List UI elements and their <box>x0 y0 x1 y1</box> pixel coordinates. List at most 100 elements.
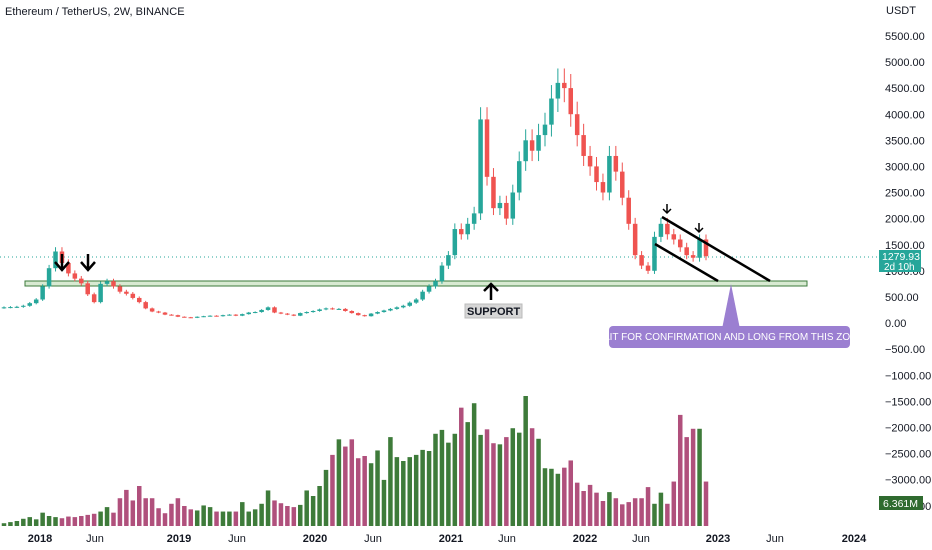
candle-body <box>394 307 400 309</box>
volume-bar <box>233 511 239 526</box>
volume-bar <box>555 473 561 526</box>
candle-body <box>652 236 657 271</box>
candle-body <box>149 308 155 312</box>
price-tick-label: −500.00 <box>885 344 925 356</box>
candle-body <box>33 299 39 304</box>
price-tick-label: −2500.00 <box>885 449 931 461</box>
candle-body <box>227 314 232 316</box>
price-axis-pane[interactable] <box>877 0 932 550</box>
candle-body <box>117 286 123 292</box>
volume-bar <box>220 511 226 526</box>
candle-body <box>607 155 612 193</box>
candle-body <box>613 155 619 172</box>
candle-body <box>285 313 290 315</box>
channel-lower-line <box>654 242 719 283</box>
volume-bar <box>104 507 110 526</box>
callout-pointer <box>722 284 740 329</box>
candle-body <box>53 251 58 269</box>
volume-bar <box>304 490 309 526</box>
candle-body <box>85 283 90 295</box>
candle-body <box>291 314 297 316</box>
volume-bar <box>426 451 432 526</box>
volume-bar <box>240 502 245 526</box>
candle-body <box>40 286 45 300</box>
candle-body <box>272 307 277 313</box>
volume-bar <box>85 514 90 526</box>
volume-bar <box>497 444 503 526</box>
volume-bar <box>201 505 206 526</box>
volume-bar <box>343 446 348 526</box>
candle-body <box>542 124 548 136</box>
candle-body <box>491 176 496 209</box>
volume-bar <box>143 498 148 526</box>
volume-bar <box>362 456 367 526</box>
volume-bar <box>124 489 129 526</box>
candle-body <box>562 82 567 89</box>
candle-body <box>568 88 574 115</box>
volume-bar <box>452 433 458 526</box>
candle-body <box>574 114 580 136</box>
candle-body <box>555 82 561 99</box>
price-tick-label: 4500.00 <box>885 83 925 95</box>
candle-body <box>252 312 258 314</box>
candle-body <box>220 315 226 317</box>
volume-bar <box>471 403 477 526</box>
candle-body <box>136 297 142 303</box>
volume-bar <box>690 428 696 526</box>
volume-bars <box>1 396 709 526</box>
candle-body <box>278 312 284 314</box>
price-tick-label: −2000.00 <box>885 423 931 435</box>
candle-body <box>433 281 438 287</box>
volume-bar <box>600 501 606 526</box>
candle-body <box>298 313 303 316</box>
candle-body <box>375 312 380 314</box>
volume-bar <box>510 428 516 526</box>
volume-bar <box>439 429 445 526</box>
volume-bar <box>355 458 361 526</box>
volume-bar <box>175 498 181 526</box>
candle-body <box>632 223 638 256</box>
volume-bar <box>53 517 58 526</box>
volume-bar <box>568 460 574 526</box>
volume-bar <box>388 437 393 526</box>
volume-bar <box>368 463 374 526</box>
candle-body <box>594 166 599 183</box>
candle-body <box>323 308 329 310</box>
candle-body <box>265 307 271 310</box>
volume-bar <box>14 521 20 526</box>
volume-bar <box>420 449 425 526</box>
volume-bar <box>574 482 580 526</box>
candle-body <box>620 171 625 198</box>
candle-body <box>343 308 348 311</box>
volume-bar <box>21 518 26 526</box>
volume-bar <box>182 506 187 526</box>
volume-bar <box>336 439 342 526</box>
time-axis[interactable]: 2018 Jun 2019 Jun 2020 Jun 2021 Jun 2022 Jun 2023 J… <box>28 533 867 545</box>
candle-body <box>684 247 689 256</box>
volume-bar <box>587 484 593 526</box>
volume-bar <box>207 507 213 526</box>
volume-bar <box>169 503 174 526</box>
volume-bar <box>375 450 380 526</box>
chart-pane[interactable] <box>0 0 877 526</box>
candle-body <box>677 239 683 248</box>
candle-body <box>240 314 245 316</box>
volume-bar <box>549 468 554 526</box>
chart-title: Ethereum / TetherUS, 2W, BINANCE <box>5 6 185 18</box>
price-tick-label: 3500.00 <box>885 135 925 147</box>
candle-body <box>510 192 516 219</box>
arrow-down-icon <box>80 254 96 272</box>
time-tick-label: 2018 <box>28 533 52 545</box>
channel-upper-line <box>661 215 771 283</box>
last-price-label: 1279.93 <box>882 251 920 263</box>
arrow-down-icon <box>662 204 672 215</box>
candle-body <box>143 302 148 309</box>
volume-bar <box>285 506 290 526</box>
countdown-label: 2d 10h <box>884 262 915 273</box>
volume-bar <box>27 517 33 526</box>
candle-body <box>246 312 251 315</box>
candle-body <box>504 202 509 219</box>
candle-body <box>349 310 355 314</box>
volume-bar <box>639 498 644 526</box>
